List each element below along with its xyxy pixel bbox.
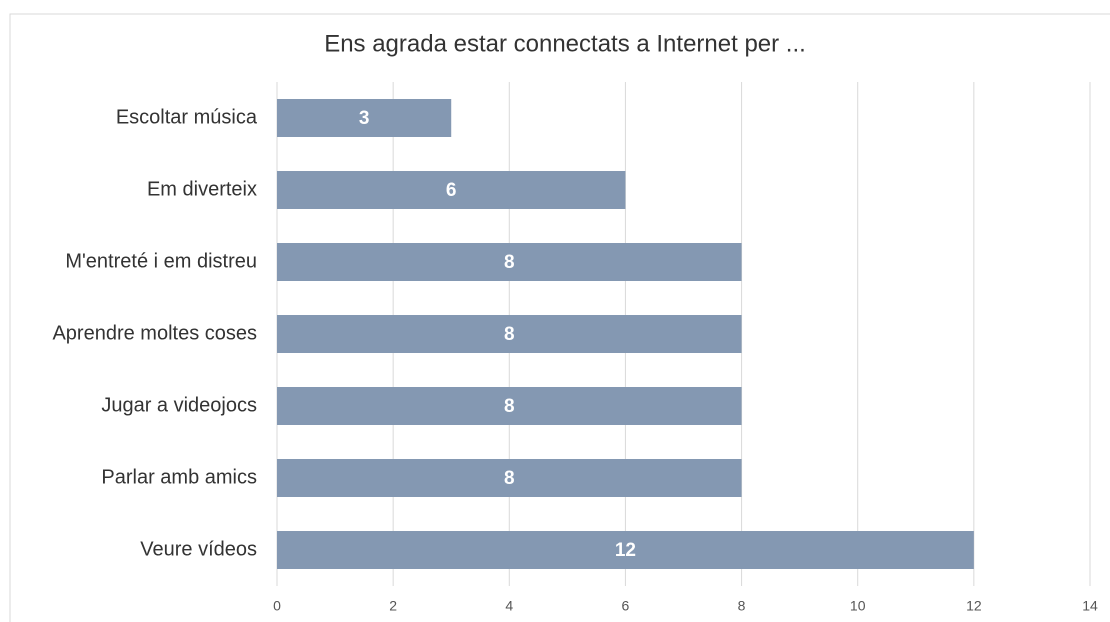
bar bbox=[277, 531, 974, 569]
x-tick-label: 4 bbox=[505, 598, 513, 614]
bar bbox=[277, 171, 626, 209]
y-tick-label: Em diverteix bbox=[147, 178, 257, 200]
y-tick-label: Escoltar música bbox=[116, 106, 258, 128]
y-tick-label: Parlar amb amics bbox=[101, 466, 257, 488]
bar bbox=[277, 243, 742, 281]
x-tick-label: 14 bbox=[1082, 598, 1098, 614]
bar bbox=[277, 387, 742, 425]
data-label: 6 bbox=[446, 180, 457, 201]
data-label: 12 bbox=[615, 540, 636, 561]
bar bbox=[277, 459, 742, 497]
x-tick-label: 6 bbox=[622, 598, 630, 614]
x-tick-label: 2 bbox=[389, 598, 397, 614]
x-tick-label: 8 bbox=[738, 598, 746, 614]
chart-title: Ens agrada estar connectats a Internet p… bbox=[324, 30, 806, 57]
data-label: 8 bbox=[504, 324, 515, 345]
data-label: 8 bbox=[504, 468, 515, 489]
x-tick-label: 12 bbox=[966, 598, 982, 614]
bar bbox=[277, 99, 452, 137]
y-tick-label: Veure vídeos bbox=[140, 538, 257, 560]
data-label: 8 bbox=[504, 396, 515, 417]
x-tick-label: 0 bbox=[273, 598, 281, 614]
y-tick-label: Aprendre moltes coses bbox=[52, 322, 257, 344]
y-tick-label: Jugar a videojocs bbox=[101, 394, 257, 416]
bar bbox=[277, 315, 742, 353]
y-tick-label: M'entreté i em distreu bbox=[65, 250, 257, 272]
data-label: 8 bbox=[504, 252, 515, 273]
frame bbox=[9, 13, 1110, 622]
data-label: 3 bbox=[359, 108, 370, 129]
x-tick-label: 10 bbox=[850, 598, 866, 614]
